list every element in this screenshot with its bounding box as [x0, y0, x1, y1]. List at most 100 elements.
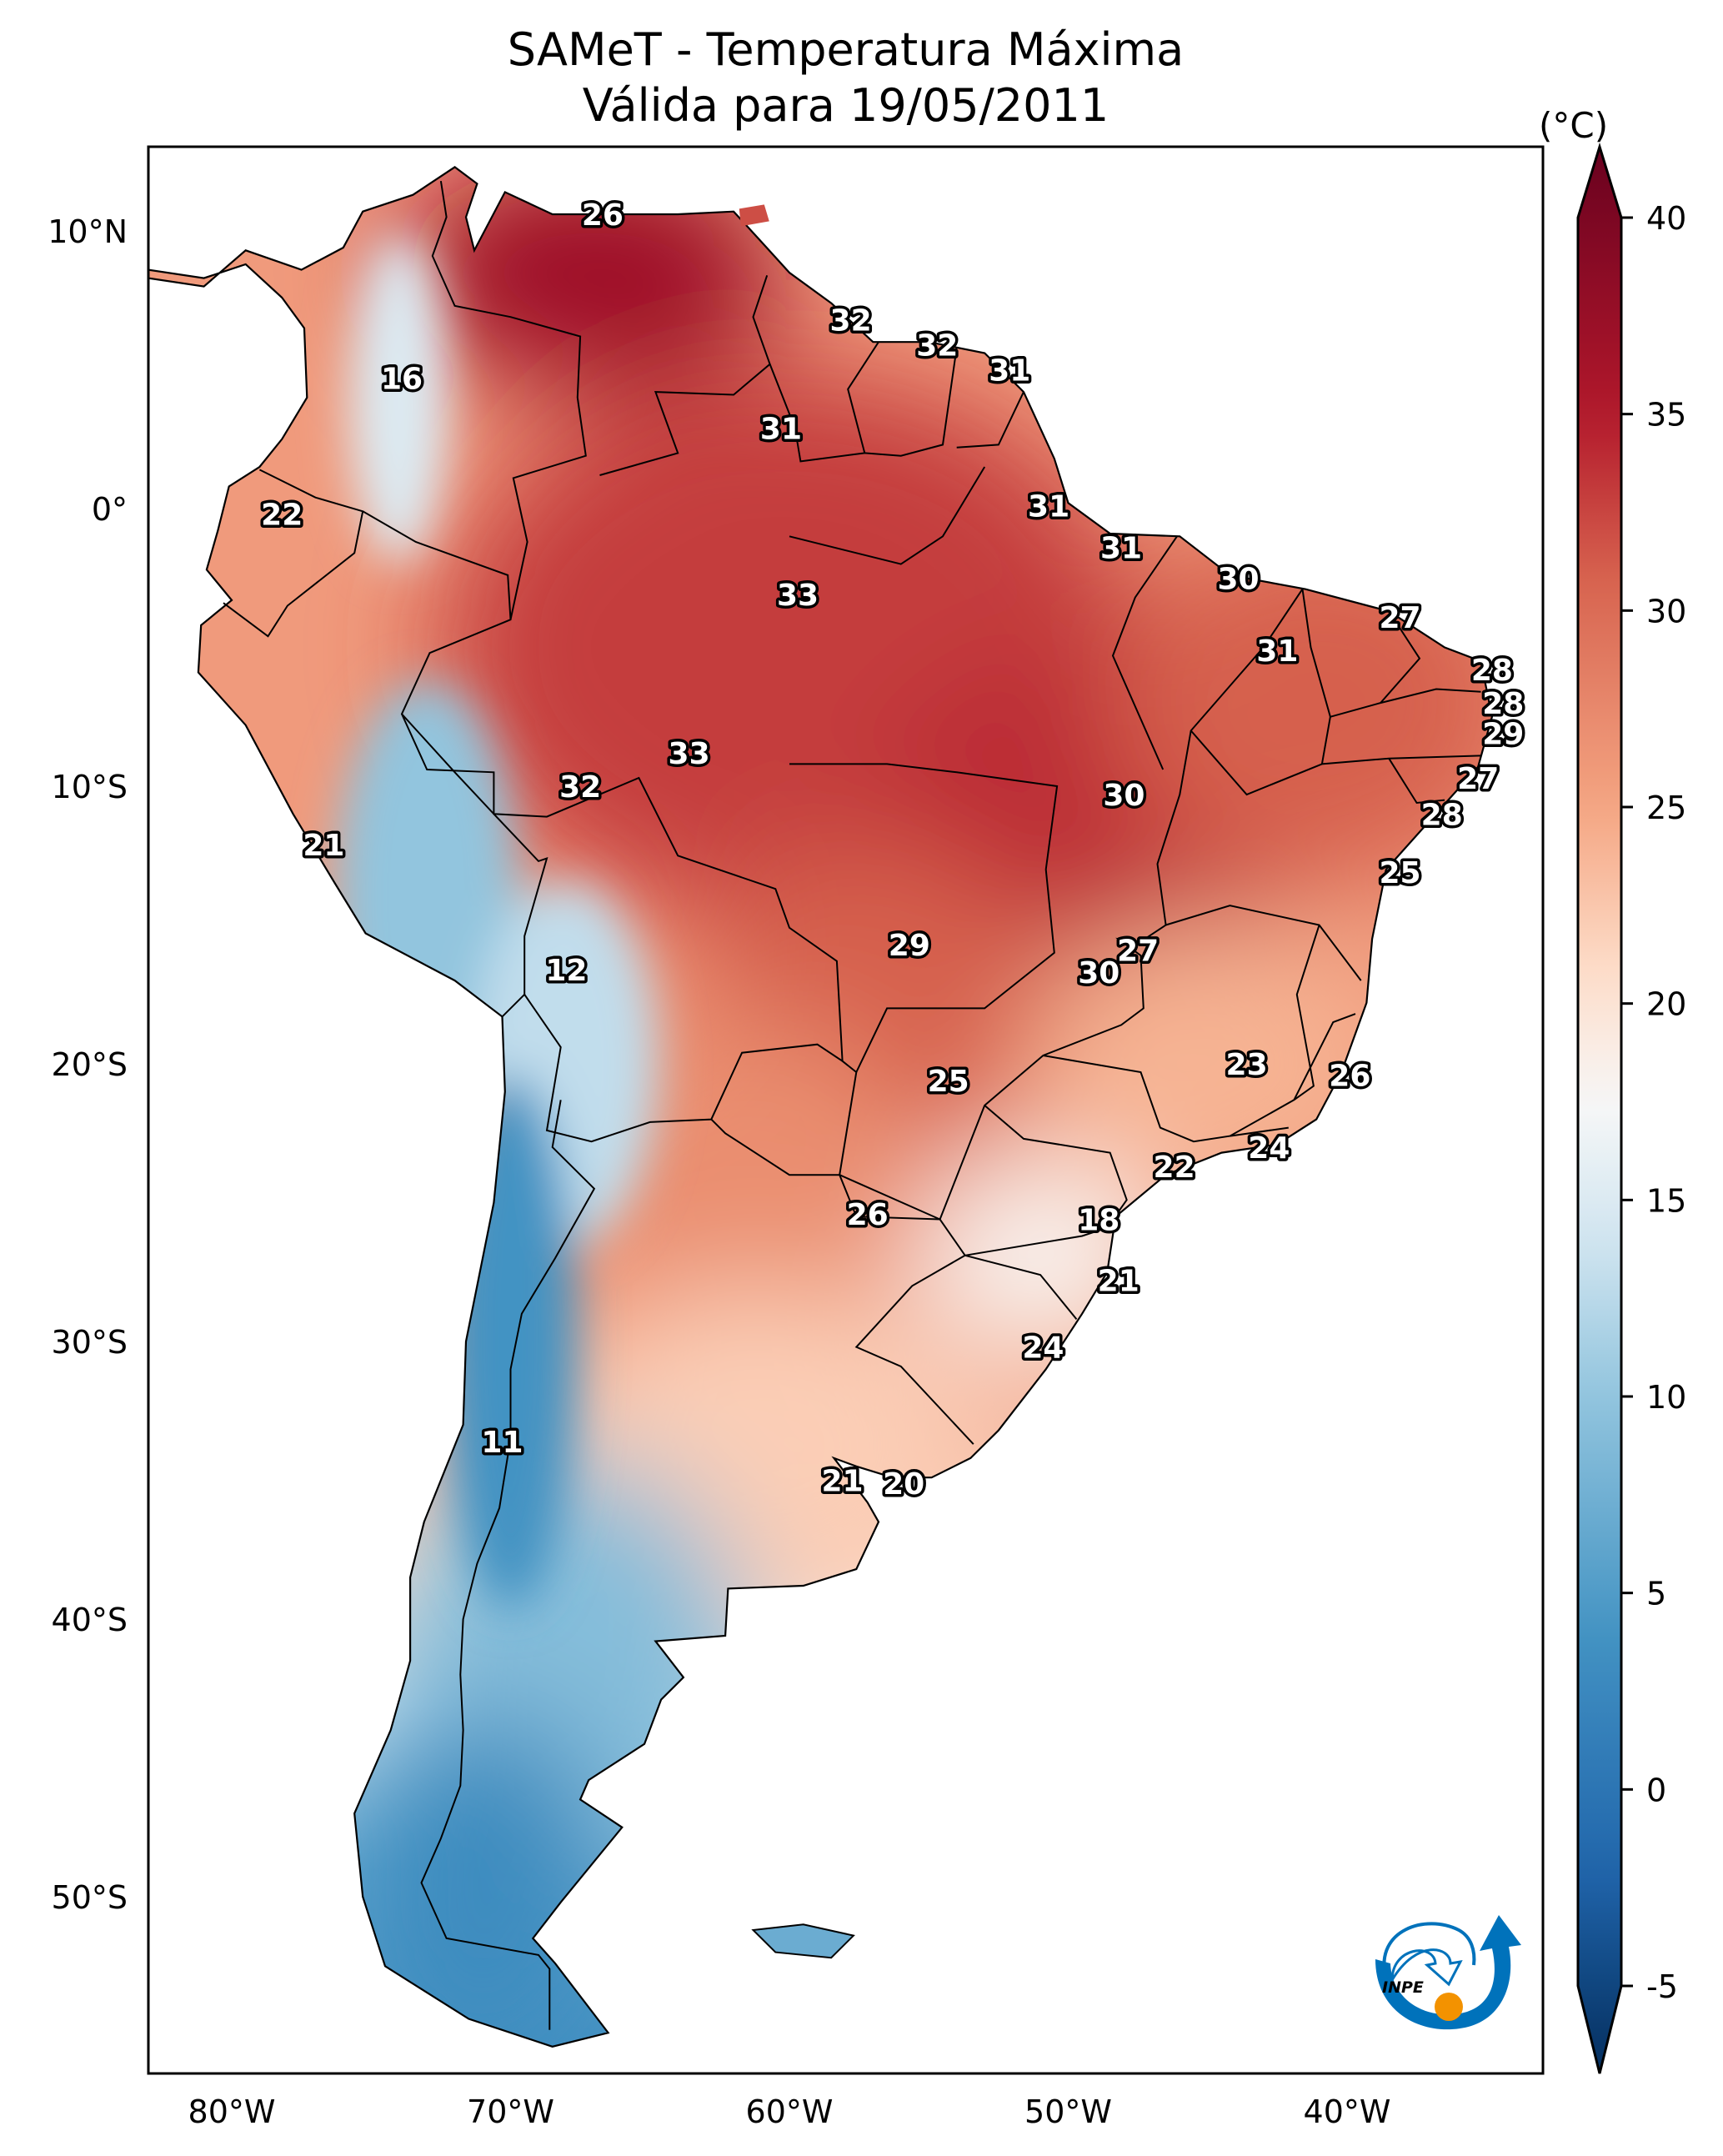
x-tick-label: 40°W — [1304, 2093, 1391, 2130]
colorbar-tick-label: 30 — [1646, 593, 1686, 629]
station-value-label: 33 — [777, 579, 819, 613]
temp-region-northeast-brazil — [1110, 519, 1492, 887]
border-line — [431, 180, 587, 620]
border-line — [1230, 1126, 1289, 1137]
border-line — [1293, 1013, 1356, 1101]
station-value-label: 28 — [1482, 687, 1524, 721]
station-value-label: 21 — [822, 1465, 864, 1499]
station-value-label: 28 — [1421, 798, 1463, 832]
station-value-label: 30 — [1217, 562, 1259, 596]
station-value-label: 21 — [1098, 1265, 1139, 1299]
border-line — [789, 466, 986, 565]
border-line — [1165, 905, 1362, 981]
falkland-islands — [751, 1923, 855, 1959]
temp-region-andes-north — [348, 230, 449, 564]
station-value-label: 18 — [1078, 1203, 1119, 1237]
y-tick-label: 10°S — [52, 769, 128, 805]
station-value-label: 16 — [381, 362, 423, 396]
y-axis-ticks: 10°N 0° 10°S 20°S 30°S 40°S 50°S — [48, 213, 128, 1916]
y-tick-label: 50°S — [52, 1879, 128, 1916]
station-value-label: 23 — [1226, 1048, 1268, 1082]
station-value-label: 31 — [760, 412, 802, 446]
border-line — [710, 1118, 940, 1221]
border-line — [864, 347, 958, 457]
colorbar-tick-label: 5 — [1646, 1576, 1666, 1612]
station-value-label: 26 — [1329, 1059, 1370, 1093]
station-value-label: 24 — [1248, 1131, 1290, 1166]
border-line — [984, 1105, 1128, 1229]
border-line — [964, 1254, 1078, 1321]
x-tick-label: 60°W — [746, 2093, 834, 2130]
border-line — [956, 391, 1024, 449]
border-line — [223, 469, 364, 638]
temp-region-north-venezuela — [402, 167, 786, 389]
station-value-label: 28 — [1471, 654, 1513, 688]
map-subtitle: Válida para 19/05/2011 — [582, 79, 1109, 132]
station-value-label: 32 — [559, 770, 601, 805]
station-value-label: 32 — [916, 329, 958, 364]
border-line — [420, 1100, 596, 2030]
y-tick-label: 10°N — [48, 213, 128, 250]
x-tick-label: 70°W — [467, 2093, 554, 2130]
temp-region-andes-central — [443, 1075, 578, 1608]
station-value-label: 27 — [1380, 601, 1421, 635]
border-line — [964, 1226, 1108, 1256]
border-line — [1111, 535, 1178, 770]
colorbar-tick-label: 35 — [1646, 397, 1686, 434]
station-value-label: 27 — [1457, 762, 1499, 796]
logo-inner-arrow — [1390, 1948, 1463, 1987]
logo-swirl-arrow — [1375, 1915, 1521, 2030]
station-value-label: 29 — [1482, 718, 1524, 752]
station-value-label: 31 — [1028, 490, 1069, 524]
station-value-label: 22 — [1154, 1151, 1195, 1185]
y-tick-label: 0° — [92, 491, 128, 528]
border-line — [401, 713, 974, 1445]
x-tick-label: 80°W — [188, 2093, 276, 2130]
x-tick-label: 50°W — [1024, 2093, 1112, 2130]
islands — [739, 204, 855, 1959]
station-value-label: 21 — [303, 829, 344, 863]
border-line — [1320, 716, 1481, 765]
colorbar-body — [1576, 142, 1623, 2074]
border-line — [1380, 688, 1481, 704]
colorbar-tick-label: -5 — [1646, 1968, 1678, 2005]
colorbar-tick-label: 20 — [1646, 986, 1686, 1023]
colorbar-tick-label: 10 — [1646, 1379, 1686, 1416]
inpe-logo: INPE — [1375, 1915, 1521, 2030]
station-value-label: 25 — [1380, 856, 1421, 890]
border-line — [1388, 758, 1445, 805]
station-value-label: 31 — [1256, 634, 1298, 669]
border-line — [523, 994, 844, 1143]
station-value-label: 24 — [1022, 1331, 1064, 1366]
colorbar-tick-label: 15 — [1646, 1182, 1686, 1219]
temp-region-patagonia-south — [349, 1713, 617, 2047]
logo-text: INPE — [1382, 1978, 1424, 1997]
map-title: SAMeT - Temperatura Máxima — [507, 23, 1185, 76]
station-value-label: 33 — [669, 737, 710, 771]
temperature-field — [148, 167, 1492, 2047]
border-line — [769, 341, 879, 463]
station-value-label: 30 — [1103, 779, 1144, 813]
station-value-label: 22 — [261, 499, 303, 533]
station-value-label: 12 — [545, 954, 587, 988]
y-tick-label: 20°S — [52, 1046, 128, 1083]
station-value-label: 27 — [1117, 934, 1159, 968]
station-value-label: 29 — [889, 929, 930, 963]
colorbar-tick-label: 0 — [1646, 1772, 1666, 1808]
station-value-label: 26 — [582, 198, 624, 233]
station-value-label: 25 — [928, 1065, 969, 1099]
colorbar-unit-label: (°C) — [1539, 105, 1609, 146]
x-axis-ticks: 80°W 70°W 60°W 50°W 40°W — [188, 2093, 1391, 2130]
station-value-label: 31 — [989, 354, 1030, 389]
station-value-label: 32 — [830, 304, 872, 338]
temp-region-andes-peru — [335, 680, 519, 1115]
border-line — [1301, 589, 1421, 719]
station-value-label: 26 — [847, 1198, 889, 1232]
station-value-label: 11 — [481, 1426, 523, 1460]
trinidad-island — [739, 204, 769, 227]
border-line — [599, 274, 771, 476]
station-value-label: 30 — [1078, 956, 1119, 990]
